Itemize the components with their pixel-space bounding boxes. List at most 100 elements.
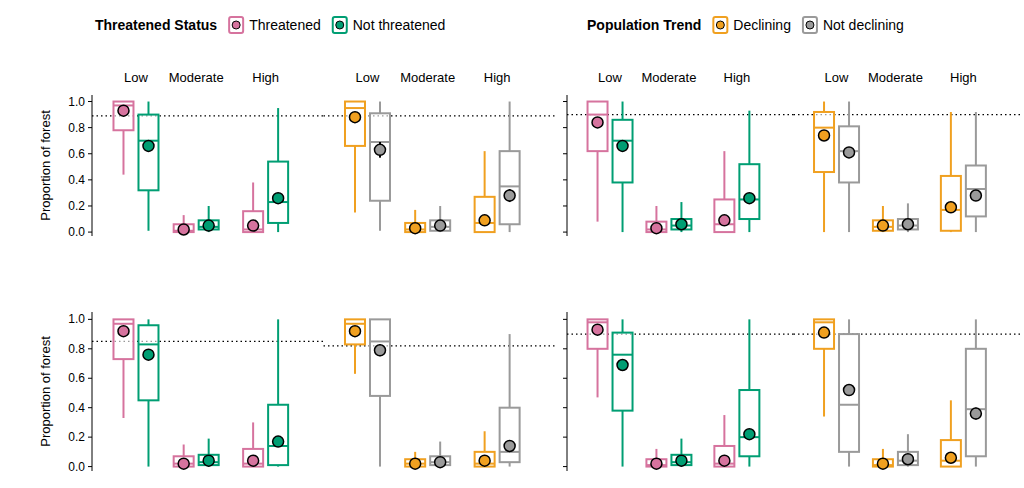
mean: [902, 454, 913, 465]
whisker-high: [823, 102, 825, 112]
box: [898, 219, 918, 229]
whisker-low: [748, 456, 750, 466]
whisker-high: [439, 442, 441, 457]
y-tick: [563, 101, 567, 102]
box: [714, 446, 734, 467]
whisker-low: [597, 349, 599, 398]
y-tick-label: 0.8: [68, 121, 85, 135]
marks: [567, 319, 1020, 469]
y-tick: [563, 232, 567, 233]
y-tick-label: 0.0: [68, 225, 85, 239]
box: [814, 319, 834, 348]
legend-label: Threatened: [249, 17, 321, 33]
reference-line: [324, 345, 556, 346]
box: [898, 452, 918, 465]
mean: [504, 190, 515, 201]
whisker-high: [484, 431, 486, 452]
whisker-low: [354, 146, 356, 213]
whisker-low: [379, 396, 381, 467]
legend-swatch: [713, 17, 727, 33]
y-tick: [88, 378, 92, 379]
legend-swatch-dot: [232, 21, 240, 29]
category-label: Moderate: [641, 70, 696, 85]
marks: [92, 319, 555, 469]
mean: [617, 140, 628, 151]
box: [138, 115, 158, 191]
whisker-low: [379, 201, 381, 231]
legend-swatch: [229, 17, 243, 33]
whisker-high: [848, 319, 850, 334]
box: [671, 219, 691, 229]
whisker-high: [439, 206, 441, 220]
whisker-low: [848, 182, 850, 232]
median: [138, 343, 158, 345]
category-label: Moderate: [169, 70, 224, 85]
panel: 0.00.20.40.60.81.0Proportion of forest: [38, 312, 555, 474]
y-tick-label: 0.6: [68, 147, 85, 161]
y-tick-label: 0.2: [68, 199, 85, 213]
box: [475, 197, 495, 232]
y-tick: [563, 205, 567, 206]
whisker-low: [975, 216, 977, 232]
whisker-high: [975, 112, 977, 166]
median: [814, 321, 834, 323]
box: [113, 319, 133, 359]
y-axis: [567, 95, 568, 236]
whisker-low: [622, 411, 624, 467]
mean: [970, 190, 981, 201]
y-tick: [563, 466, 567, 467]
y-tick: [563, 319, 567, 320]
whisker-high: [950, 112, 952, 176]
mean: [143, 349, 154, 360]
whisker-high: [147, 102, 149, 115]
whisker-high: [509, 334, 511, 408]
legend-label: Not declining: [823, 17, 904, 33]
box: [500, 408, 520, 462]
mean: [651, 458, 662, 469]
mean: [617, 360, 628, 371]
box: [475, 452, 495, 467]
box: [500, 151, 520, 224]
whisker-high: [252, 422, 254, 449]
y-tick: [88, 179, 92, 180]
whisker-high: [882, 206, 884, 220]
y-tick: [563, 437, 567, 438]
whisker-high: [183, 215, 185, 224]
mean: [902, 219, 913, 230]
category-label: High: [484, 70, 511, 85]
legend-title: Threatened Status: [95, 17, 217, 33]
whisker-high: [379, 102, 381, 114]
panel: LowModerateHighLowModerateHigh: [563, 70, 1020, 236]
mean: [744, 193, 755, 204]
mean: [178, 458, 189, 469]
mean: [248, 220, 259, 231]
mean: [410, 223, 421, 234]
whisker-low: [597, 151, 599, 222]
y-axis-label: Proportion of forest: [38, 110, 53, 221]
legend-label: Not threatened: [353, 17, 446, 33]
box: [370, 113, 390, 200]
y-tick-label: 0.4: [68, 401, 85, 415]
whisker-low: [748, 219, 750, 232]
mean: [410, 458, 421, 469]
whisker-high: [622, 319, 624, 332]
box: [941, 440, 961, 467]
legend-swatch: [333, 17, 347, 33]
median: [814, 127, 834, 129]
mean: [349, 326, 360, 337]
box: [966, 166, 986, 217]
mean: [143, 140, 154, 151]
whisker-low: [122, 359, 124, 418]
whisker-low: [354, 344, 356, 373]
mean: [945, 202, 956, 213]
panel: [563, 312, 1020, 471]
y-axis-label: Proportion of forest: [38, 336, 53, 447]
y-tick-label: 1.0: [68, 95, 85, 109]
box: [113, 102, 133, 131]
whisker-low: [823, 349, 825, 417]
mean: [719, 455, 730, 466]
whisker-high: [414, 210, 416, 223]
mean: [844, 147, 855, 158]
legend-swatch-dot: [806, 21, 814, 29]
box: [268, 405, 288, 465]
